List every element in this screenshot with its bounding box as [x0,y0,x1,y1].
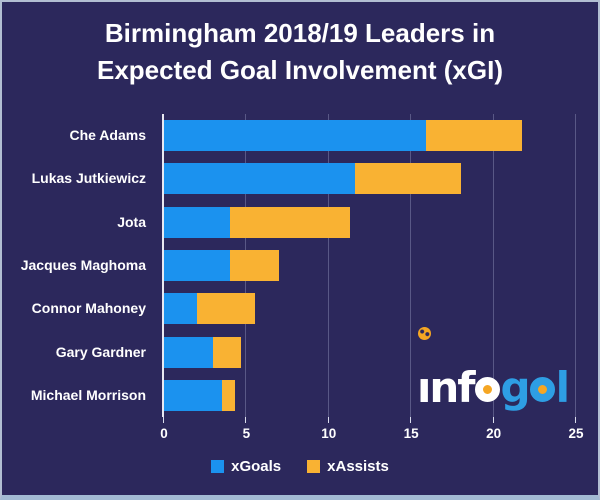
legend-swatch-xassists [307,460,321,473]
bar-row-michael-morrison [164,379,574,411]
bar-segment-xassists-lukas-jutkiewicz [355,163,461,195]
bar-segment-xgoals-che-adams [164,120,427,152]
x-tick-label-25: 25 [568,426,584,441]
category-label-jacques-maghoma: Jacques Maghoma [20,257,146,273]
legend-item-xgoals: xGoals [211,458,281,475]
bar-row-jota [164,206,574,238]
gridline-20 [492,114,494,417]
category-label-gary-gardner: Gary Gardner [55,343,146,360]
x-tick-label-10: 10 [321,426,337,441]
logo-o-blue-icon [529,377,555,402]
legend-item-xassists: xAssists [307,458,389,475]
category-label-lukas-jutkiewicz: Lukas Jutkiewicz [31,170,146,187]
y-axis-category-labels: Che Adams Lukas Jutkiewicz Jota Jacques Mag… [2,114,154,417]
x-tick-mark-25 [575,417,576,423]
bar-segment-xgoals-lukas-jutkiewicz [164,163,356,195]
category-label-che-adams: Che Adams [69,127,146,144]
legend-label-xassists: xAssists [327,458,389,475]
gridline-15 [410,114,412,417]
bar-segment-xassists-gary-gardner [213,336,242,368]
bar-row-jacques-maghoma [164,250,574,281]
bar-row-gary-gardner [164,336,574,368]
legend-label-xgoals: xGoals [231,458,282,475]
category-label-jota: Jota [117,213,146,230]
bar-segment-xgoals-jota [164,206,230,238]
x-tick-mark-10 [327,417,329,423]
gridline-25 [575,114,576,417]
bar-segment-xassists-che-adams [426,120,522,152]
plot-area: 0 5 10 15 20 25 [160,114,584,441]
logo-text-inf: ınf [417,327,476,409]
infogol-logo: ınf g l [417,327,570,412]
bar-row-lukas-jutkiewicz [164,163,574,195]
chart-title-line1: Birmingham 2018/19 Leaders in [104,18,496,48]
chart-title-line2: Expected Goal Involvement (xGI) [97,55,503,85]
bar-segment-xassists-jota [229,206,351,238]
logo-text-l: l [555,363,570,412]
football-icon [417,327,431,340]
logo-text-g: g [500,363,531,412]
logo-o-white-icon [474,377,500,402]
x-tick-label-15: 15 [403,426,419,441]
chart-title: Birmingham 2018/19 Leaders in Expected G… [2,15,598,89]
category-label-connor-mahoney: Connor Mahoney [31,300,146,317]
x-tick-mark-5 [245,417,247,423]
x-tick-label-5: 5 [242,426,251,441]
bar-row-che-adams [164,120,574,152]
legend-swatch-xgoals [211,460,225,473]
gridline-10 [327,114,329,417]
legend: xGoals xAssists [2,458,598,475]
x-tick-mark-0 [163,417,164,423]
bar-segment-xassists-michael-morrison [221,379,235,411]
x-tick-mark-20 [492,417,494,423]
category-label-michael-morrison: Michael Morrison [30,386,146,403]
x-tick-label-20: 20 [486,426,502,441]
bar-segment-xgoals-michael-morrison [164,379,222,411]
bar-segment-xgoals-gary-gardner [164,336,214,368]
x-tick-label-0: 0 [160,426,168,441]
bar-segment-xgoals-jacques-maghoma [164,250,230,281]
bar-segment-xassists-jacques-maghoma [229,250,280,281]
bar-segment-xassists-connor-mahoney [196,293,255,325]
bar-row-connor-mahoney [164,293,574,325]
x-tick-mark-15 [410,417,412,423]
bar-segment-xgoals-connor-mahoney [164,293,197,325]
